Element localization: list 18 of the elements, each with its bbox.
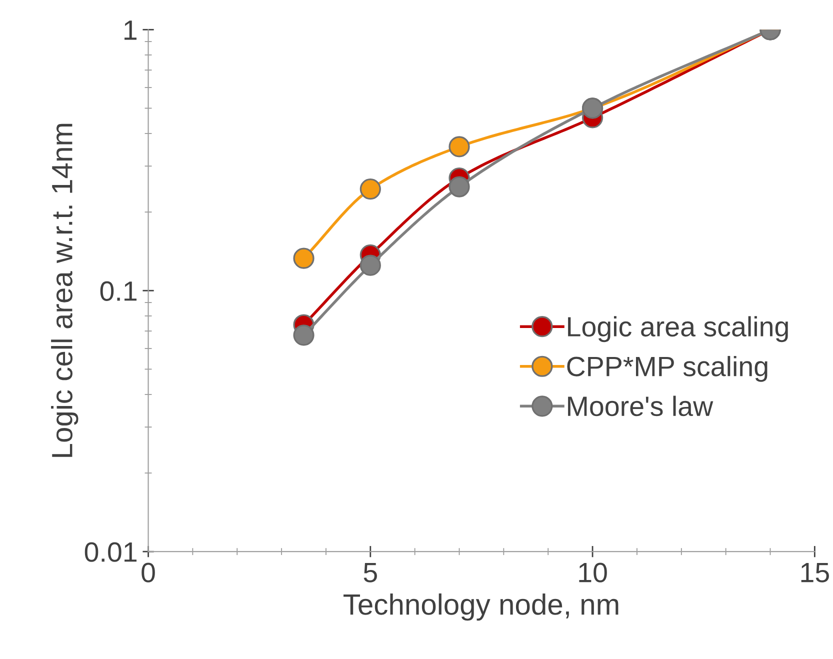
legend-label: Logic area scaling xyxy=(568,316,788,342)
point xyxy=(293,248,314,269)
x-tick-label: 15 xyxy=(801,563,829,582)
y-tick-label: 0.1 xyxy=(100,281,137,301)
x-tick-label: 0 xyxy=(142,562,155,582)
x-tick-label: 5 xyxy=(364,563,377,582)
legend-label: CPP*MP scaling xyxy=(567,356,768,382)
legend-label: Moore's law xyxy=(568,396,714,416)
point xyxy=(360,178,381,200)
point xyxy=(360,254,381,276)
point xyxy=(293,324,314,346)
x-tick-label: 10 xyxy=(579,562,607,582)
x-axis-title: Technology node, nm xyxy=(344,593,618,621)
y-tick-label: 1 xyxy=(124,20,137,40)
point xyxy=(448,176,470,198)
y-axis-title: Logic cell area w.r.t. 14nm xyxy=(51,124,78,457)
point xyxy=(448,136,470,158)
y-tick-label: 0.01 xyxy=(84,542,137,562)
